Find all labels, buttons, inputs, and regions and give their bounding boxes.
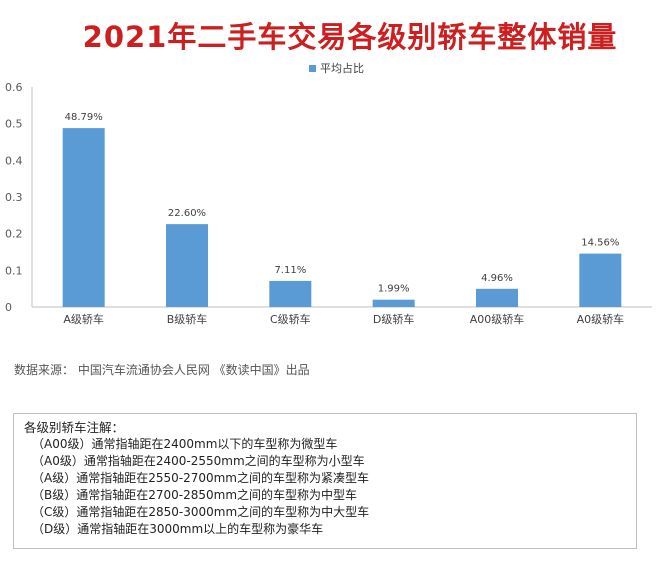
y-tick-label: 0.3 xyxy=(5,191,23,204)
data-label: 48.79% xyxy=(65,112,103,123)
notes-line: （D级）通常指轴距在3000mm以上的车型称为豪华车 xyxy=(32,522,324,536)
source-note: 数据来源： 中国汽车流通协会人民网 《数读中国》出品 xyxy=(14,363,310,377)
data-label: 1.99% xyxy=(378,284,410,295)
data-label: 14.56% xyxy=(581,238,619,249)
x-tick-label: C级轿车 xyxy=(270,312,311,326)
x-tick-label: A级轿车 xyxy=(63,312,104,326)
bar xyxy=(269,280,312,307)
bar xyxy=(372,299,415,307)
bar xyxy=(166,224,208,307)
bar xyxy=(62,128,105,307)
notes-line: （C级）通常指轴距在2850-3000mm之间的车型称为中大型车 xyxy=(32,505,370,519)
legend-label: 平均占比 xyxy=(320,62,364,75)
bar xyxy=(476,288,518,307)
y-tick-label: 0.1 xyxy=(5,264,23,277)
data-label: 4.96% xyxy=(481,273,513,284)
data-label: 7.11% xyxy=(274,265,306,276)
x-tick-label: A0级轿车 xyxy=(577,312,625,326)
y-tick-label: 0.6 xyxy=(5,81,23,94)
chart-title: 2021年二手车交易各级别轿车整体销量 xyxy=(82,20,618,54)
notes-line: （A0级）通常指轴距在2400-2550mm之间的车型称为小型车 xyxy=(32,454,365,468)
notes-line: （A级）通常指轴距在2550-2700mm之间的车型称为紧凑型车 xyxy=(32,471,369,485)
notes-line: （A00级）通常指轴距在2400mm以下的车型称为微型车 xyxy=(32,437,338,451)
x-tick-label: A00级轿车 xyxy=(470,312,525,326)
legend-swatch xyxy=(309,64,316,72)
notes-line: （B级）通常指轴距在2700-2850mm之间的车型称为中型车 xyxy=(32,488,358,502)
bar xyxy=(579,253,622,307)
y-tick-label: 0.5 xyxy=(5,118,23,131)
x-tick-label: B级轿车 xyxy=(167,312,208,326)
x-tick-label: D级轿车 xyxy=(373,312,414,326)
y-tick-label: 0 xyxy=(5,301,12,314)
bar-chart: 0 0.1 0.2 0.3 0.4 0.5 0.6 48.79% A级轿车 22.60% B级轿车 7… xyxy=(5,81,652,326)
data-label: 22.60% xyxy=(168,208,206,219)
y-tick-label: 0.4 xyxy=(5,154,23,167)
notes-box: 各级别轿车注解： （A00级）通常指轴距在2400mm以下的车型称为微型车 （A… xyxy=(13,413,637,549)
notes-heading: 各级别轿车注解： xyxy=(24,420,125,435)
legend: 平均占比 xyxy=(309,60,364,76)
y-tick-label: 0.2 xyxy=(5,228,23,241)
